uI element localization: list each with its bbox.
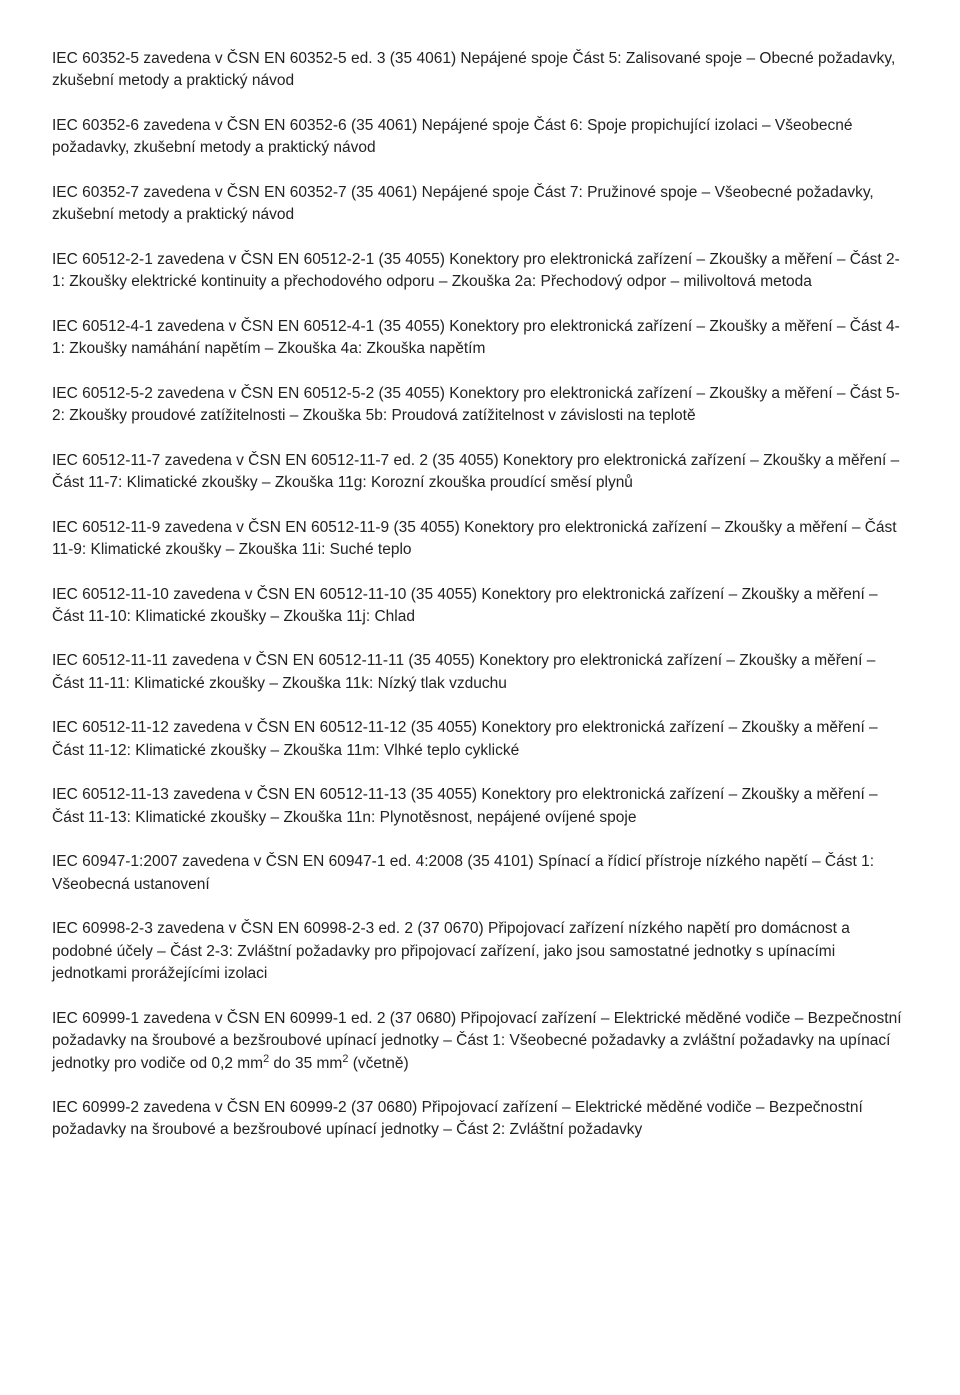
paragraph: IEC 60512-11-10 zavedena v ČSN EN 60512-… xyxy=(52,584,908,629)
paragraph: IEC 60352-5 zavedena v ČSN EN 60352-5 ed… xyxy=(52,48,908,93)
paragraph: IEC 60512-11-12 zavedena v ČSN EN 60512-… xyxy=(52,717,908,762)
paragraph: IEC 60352-6 zavedena v ČSN EN 60352-6 (3… xyxy=(52,115,908,160)
paragraph: IEC 60512-11-7 zavedena v ČSN EN 60512-1… xyxy=(52,450,908,495)
paragraph: IEC 60998-2-3 zavedena v ČSN EN 60998-2-… xyxy=(52,918,908,985)
paragraph: IEC 60512-4-1 zavedena v ČSN EN 60512-4-… xyxy=(52,316,908,361)
paragraph: IEC 60512-2-1 zavedena v ČSN EN 60512-2-… xyxy=(52,249,908,294)
document-body: IEC 60352-5 zavedena v ČSN EN 60352-5 ed… xyxy=(52,48,908,1142)
paragraph: IEC 60512-11-13 zavedena v ČSN EN 60512-… xyxy=(52,784,908,829)
paragraph: IEC 60947-1:2007 zavedena v ČSN EN 60947… xyxy=(52,851,908,896)
paragraph: IEC 60999-1 zavedena v ČSN EN 60999-1 ed… xyxy=(52,1008,908,1075)
paragraph: IEC 60512-5-2 zavedena v ČSN EN 60512-5-… xyxy=(52,383,908,428)
paragraph: IEC 60512-11-9 zavedena v ČSN EN 60512-1… xyxy=(52,517,908,562)
paragraph: IEC 60999-2 zavedena v ČSN EN 60999-2 (3… xyxy=(52,1097,908,1142)
paragraph: IEC 60512-11-11 zavedena v ČSN EN 60512-… xyxy=(52,650,908,695)
paragraph: IEC 60352-7 zavedena v ČSN EN 60352-7 (3… xyxy=(52,182,908,227)
